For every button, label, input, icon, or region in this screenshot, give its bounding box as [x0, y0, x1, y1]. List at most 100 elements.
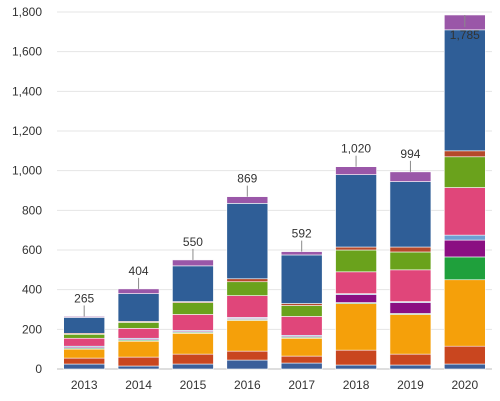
bar-segment [226, 359, 269, 370]
x-axis: 2013 2014 2015 2016 2017 2018 2019 2020 [71, 378, 479, 392]
bar-segment [226, 196, 269, 204]
bar-segment [444, 363, 486, 370]
bar-segment [389, 353, 432, 366]
x-tick-label: 2016 [234, 378, 261, 392]
bar-segment [335, 271, 377, 294]
bar-segment [172, 265, 214, 302]
bar-segment [444, 187, 486, 236]
bar-segment [444, 279, 486, 347]
bar-segment [280, 254, 323, 304]
y-tick-label: 800 [22, 203, 42, 217]
bar-segment [444, 150, 486, 158]
bar-segment [389, 364, 432, 370]
bar-segment [63, 348, 105, 359]
bar-segment [335, 303, 377, 351]
bar-segment [172, 314, 214, 331]
bar-stack-2015 [172, 259, 214, 370]
y-tick-label: 1,400 [12, 84, 42, 98]
x-tick-label: 2020 [451, 378, 478, 392]
y-axis: 0 200 400 600 800 1,000 1,200 1,400 1,600 1,800 [12, 5, 42, 376]
x-tick-label: 2017 [288, 378, 315, 392]
total-label: 265 [74, 291, 94, 305]
bar-segment [172, 332, 214, 355]
bar-segment [335, 246, 377, 251]
x-tick-label: 2013 [71, 378, 98, 392]
y-tick-label: 400 [22, 283, 42, 297]
bar-segment [335, 249, 377, 273]
bar-segment [389, 246, 432, 253]
y-tick-label: 1,000 [12, 164, 42, 178]
bar-stack-2016 [226, 196, 269, 370]
bar-segment [226, 320, 269, 352]
bar-segment [389, 269, 432, 302]
bars [63, 14, 486, 370]
bar-segment [280, 355, 323, 364]
bar-segment [172, 353, 214, 365]
x-tick-label: 2018 [343, 378, 370, 392]
y-tick-label: 1,800 [12, 5, 42, 19]
bar-segment [117, 340, 160, 358]
bar-segment [335, 364, 377, 370]
y-tick-label: 1,600 [12, 45, 42, 59]
bar-segment [280, 337, 323, 357]
bar-segment [117, 288, 160, 294]
bar-segment [335, 174, 377, 248]
bar-stack-2017 [280, 251, 323, 370]
x-tick-label: 2015 [180, 378, 207, 392]
bar-stack-2018 [335, 166, 377, 370]
total-label: 1,020 [341, 142, 371, 156]
bar-segment [172, 259, 214, 267]
bar-segment [172, 302, 214, 315]
bar-segment [389, 302, 432, 314]
bar-segment [117, 356, 160, 367]
bar-segment [226, 278, 269, 283]
bar-segment [117, 322, 160, 329]
x-tick-label: 2019 [397, 378, 424, 392]
bar-segment [63, 337, 105, 347]
total-label: 869 [237, 172, 257, 186]
bar-segment [335, 349, 377, 366]
bar-segment [117, 293, 160, 322]
bar-segment [280, 251, 323, 256]
bar-stack-2019 [389, 171, 432, 370]
x-tick-label: 2014 [125, 378, 152, 392]
bar-segment [444, 156, 486, 188]
bar-segment [335, 166, 377, 175]
bar-segment [444, 29, 486, 152]
y-tick-label: 0 [35, 362, 42, 376]
bar-segment [63, 357, 105, 365]
bar-segment [389, 181, 432, 248]
bar-stack-2020 [444, 14, 486, 370]
bar-segment [63, 317, 105, 334]
total-label: 404 [129, 264, 149, 278]
total-labels: 265 404 550 869 592 1,020 994 1,785 [74, 14, 480, 317]
bar-segment [226, 203, 269, 280]
bar-segment [226, 350, 269, 361]
bar-segment [63, 333, 105, 339]
bar-segment [444, 234, 486, 241]
bar-segment [444, 239, 486, 258]
bar-segment [280, 305, 323, 317]
bar-segment [226, 295, 269, 318]
bar-stack-2013 [63, 316, 105, 370]
bar-segment [117, 328, 160, 339]
bar-segment [226, 281, 269, 296]
bar-segment [389, 171, 432, 182]
bar-segment [117, 365, 160, 370]
bar-segment [335, 294, 377, 303]
bar-segment [444, 345, 486, 365]
bar-segment [389, 251, 432, 271]
y-tick-label: 1,200 [12, 124, 42, 138]
bar-segment [63, 363, 105, 370]
bar-segment [389, 314, 432, 355]
bar-stack-2014 [117, 288, 160, 370]
total-label: 994 [400, 147, 420, 161]
bar-segment [172, 363, 214, 370]
total-label: 550 [183, 235, 203, 249]
bar-segment [280, 362, 323, 370]
total-label: 1,785 [450, 28, 480, 42]
bar-segment [444, 256, 486, 281]
y-tick-label: 600 [22, 243, 42, 257]
y-tick-label: 200 [22, 322, 42, 336]
